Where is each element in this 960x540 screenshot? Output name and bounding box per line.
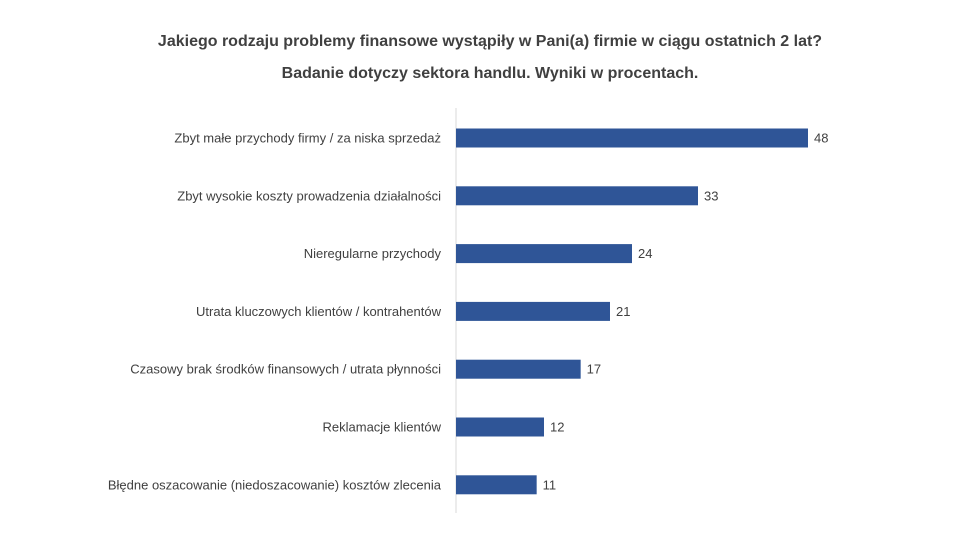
category-label: Błędne oszacowanie (niedoszacowanie) kos… (108, 477, 442, 492)
bar (456, 417, 544, 437)
data-label: 48 (814, 131, 828, 146)
category-label: Zbyt małe przychody firmy / za niska spr… (174, 131, 441, 146)
category-label: Reklamacje klientów (323, 420, 442, 435)
chart-title: Jakiego rodzaju problemy finansowe wystą… (157, 33, 823, 50)
category-label: Zbyt wysokie koszty prowadzenia działaln… (177, 188, 441, 203)
bar (456, 186, 698, 206)
bar (456, 128, 808, 148)
data-label: 12 (550, 420, 564, 435)
data-label: 17 (587, 362, 601, 377)
data-label: 24 (638, 246, 652, 261)
bar (456, 244, 632, 264)
category-label: Czasowy brak środków finansowych / utrat… (130, 362, 441, 377)
data-label: 33 (704, 188, 718, 203)
bar (456, 301, 610, 321)
bar (456, 359, 581, 379)
bar (456, 475, 537, 495)
chart-subtitle: Badanie dotyczy sektora handlu. Wyniki w… (281, 65, 699, 82)
category-label: Nieregularne przychody (304, 246, 442, 261)
category-label: Utrata kluczowych klientów / kontrahentó… (196, 304, 442, 319)
data-label: 21 (616, 304, 630, 319)
data-label: 11 (543, 477, 557, 492)
